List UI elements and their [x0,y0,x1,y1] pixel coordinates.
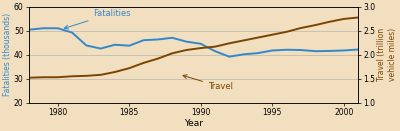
Text: Fatalities: Fatalities [64,9,131,29]
Y-axis label: Fatalities (thousands): Fatalities (thousands) [4,13,12,96]
Text: Travel: Travel [183,75,233,91]
Y-axis label: Travel (trillion
vehicle miles): Travel (trillion vehicle miles) [377,28,396,81]
X-axis label: Year: Year [184,119,203,127]
